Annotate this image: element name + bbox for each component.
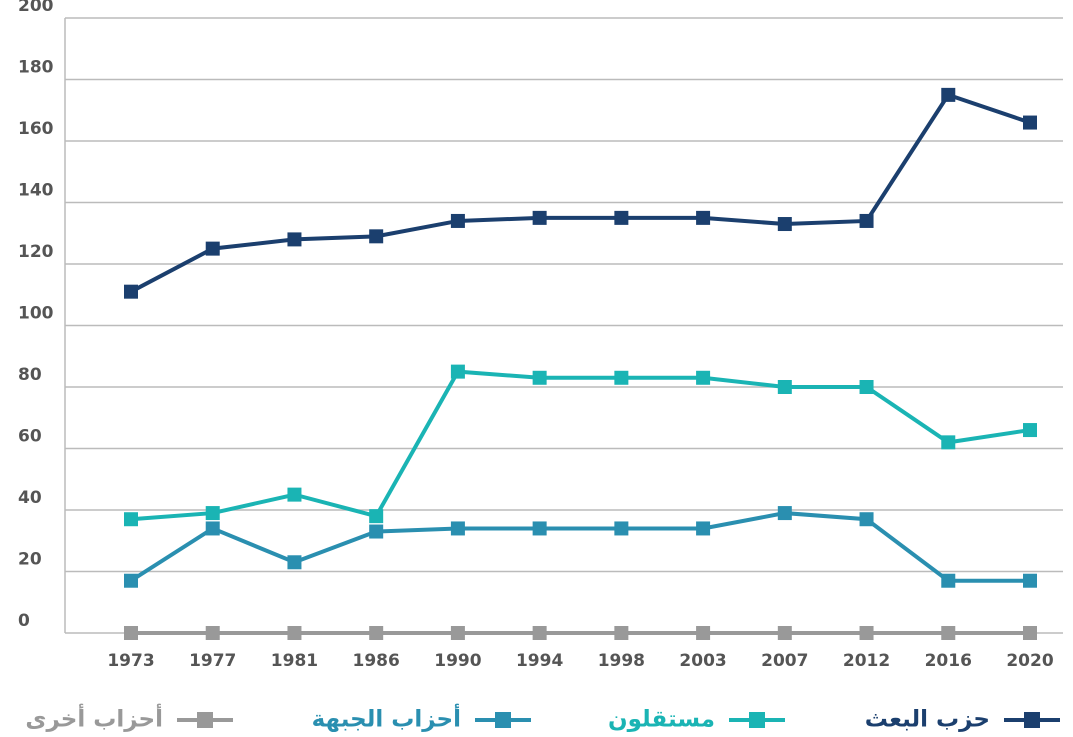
point — [777, 217, 792, 232]
point — [941, 626, 956, 640]
point — [450, 364, 465, 379]
point — [696, 626, 711, 640]
x-tick-label: 2020 — [1006, 651, 1053, 671]
point — [532, 210, 547, 225]
point — [287, 555, 302, 570]
point — [1023, 423, 1037, 438]
point — [532, 521, 547, 536]
point — [859, 213, 874, 228]
point — [941, 435, 956, 450]
point — [124, 284, 138, 299]
y-tick-label: 140 — [18, 181, 54, 201]
x-tick-label: 1977 — [189, 651, 236, 671]
y-tick-label: 200 — [18, 0, 54, 16]
point — [941, 87, 956, 102]
legend-marker — [495, 712, 511, 728]
point — [859, 626, 874, 640]
point — [450, 213, 465, 228]
x-tick-label: 2007 — [761, 651, 808, 671]
point — [124, 512, 138, 527]
point — [777, 626, 792, 640]
series-line — [130, 92, 1031, 294]
x-tick-label: 1981 — [271, 651, 318, 671]
point — [777, 506, 792, 521]
point — [1023, 626, 1037, 640]
x-tick-label: 2012 — [843, 651, 890, 671]
point — [287, 626, 302, 640]
point — [369, 229, 384, 244]
point — [859, 512, 874, 527]
point — [205, 506, 220, 521]
point — [941, 573, 956, 588]
legend-label: حزب البعث — [865, 707, 990, 733]
point — [696, 370, 711, 385]
y-tick-label: 120 — [18, 242, 54, 262]
point — [614, 370, 629, 385]
y-tick-label: 80 — [18, 365, 42, 385]
y-tick-label: 0 — [18, 611, 30, 631]
y-tick-label: 160 — [18, 119, 54, 139]
x-tick-label: 2016 — [925, 651, 972, 671]
x-tick-label: 2003 — [679, 651, 726, 671]
series-line — [130, 369, 1031, 522]
point — [287, 232, 302, 247]
point — [1023, 115, 1037, 130]
point — [777, 380, 792, 394]
point — [205, 626, 220, 640]
y-tick-label: 60 — [18, 427, 42, 447]
y-tick-label: 20 — [18, 550, 42, 570]
x-tick-label: 1994 — [516, 651, 563, 671]
x-tick-label: 1986 — [353, 651, 400, 671]
point — [369, 626, 384, 640]
point — [696, 521, 711, 536]
legend-marker — [1024, 712, 1040, 728]
x-tick-label: 1998 — [598, 651, 645, 671]
point — [859, 380, 874, 394]
legend-marker — [197, 712, 213, 728]
y-tick-label: 100 — [18, 304, 54, 324]
point — [205, 241, 220, 256]
point — [1023, 573, 1037, 588]
point — [614, 626, 629, 640]
point — [124, 626, 138, 640]
point — [205, 521, 220, 536]
point — [532, 370, 547, 385]
series-line — [129, 511, 1030, 583]
point — [287, 487, 302, 502]
point — [369, 509, 384, 524]
point — [450, 626, 465, 640]
legend-label: أحزاب أخرى — [25, 703, 163, 733]
legend-label: أحزاب الجبهة — [312, 703, 461, 733]
point — [614, 210, 629, 225]
point — [532, 626, 547, 640]
point — [696, 210, 711, 225]
y-tick-label: 180 — [18, 58, 54, 78]
legend-marker — [749, 712, 765, 728]
point — [450, 521, 465, 536]
y-tick-label: 40 — [18, 488, 42, 508]
x-tick-label: 1990 — [434, 651, 481, 671]
legend-label: مستقلون — [608, 707, 715, 733]
point — [369, 524, 384, 539]
point — [614, 521, 629, 536]
point — [124, 573, 138, 588]
x-tick-label: 1973 — [107, 651, 154, 671]
